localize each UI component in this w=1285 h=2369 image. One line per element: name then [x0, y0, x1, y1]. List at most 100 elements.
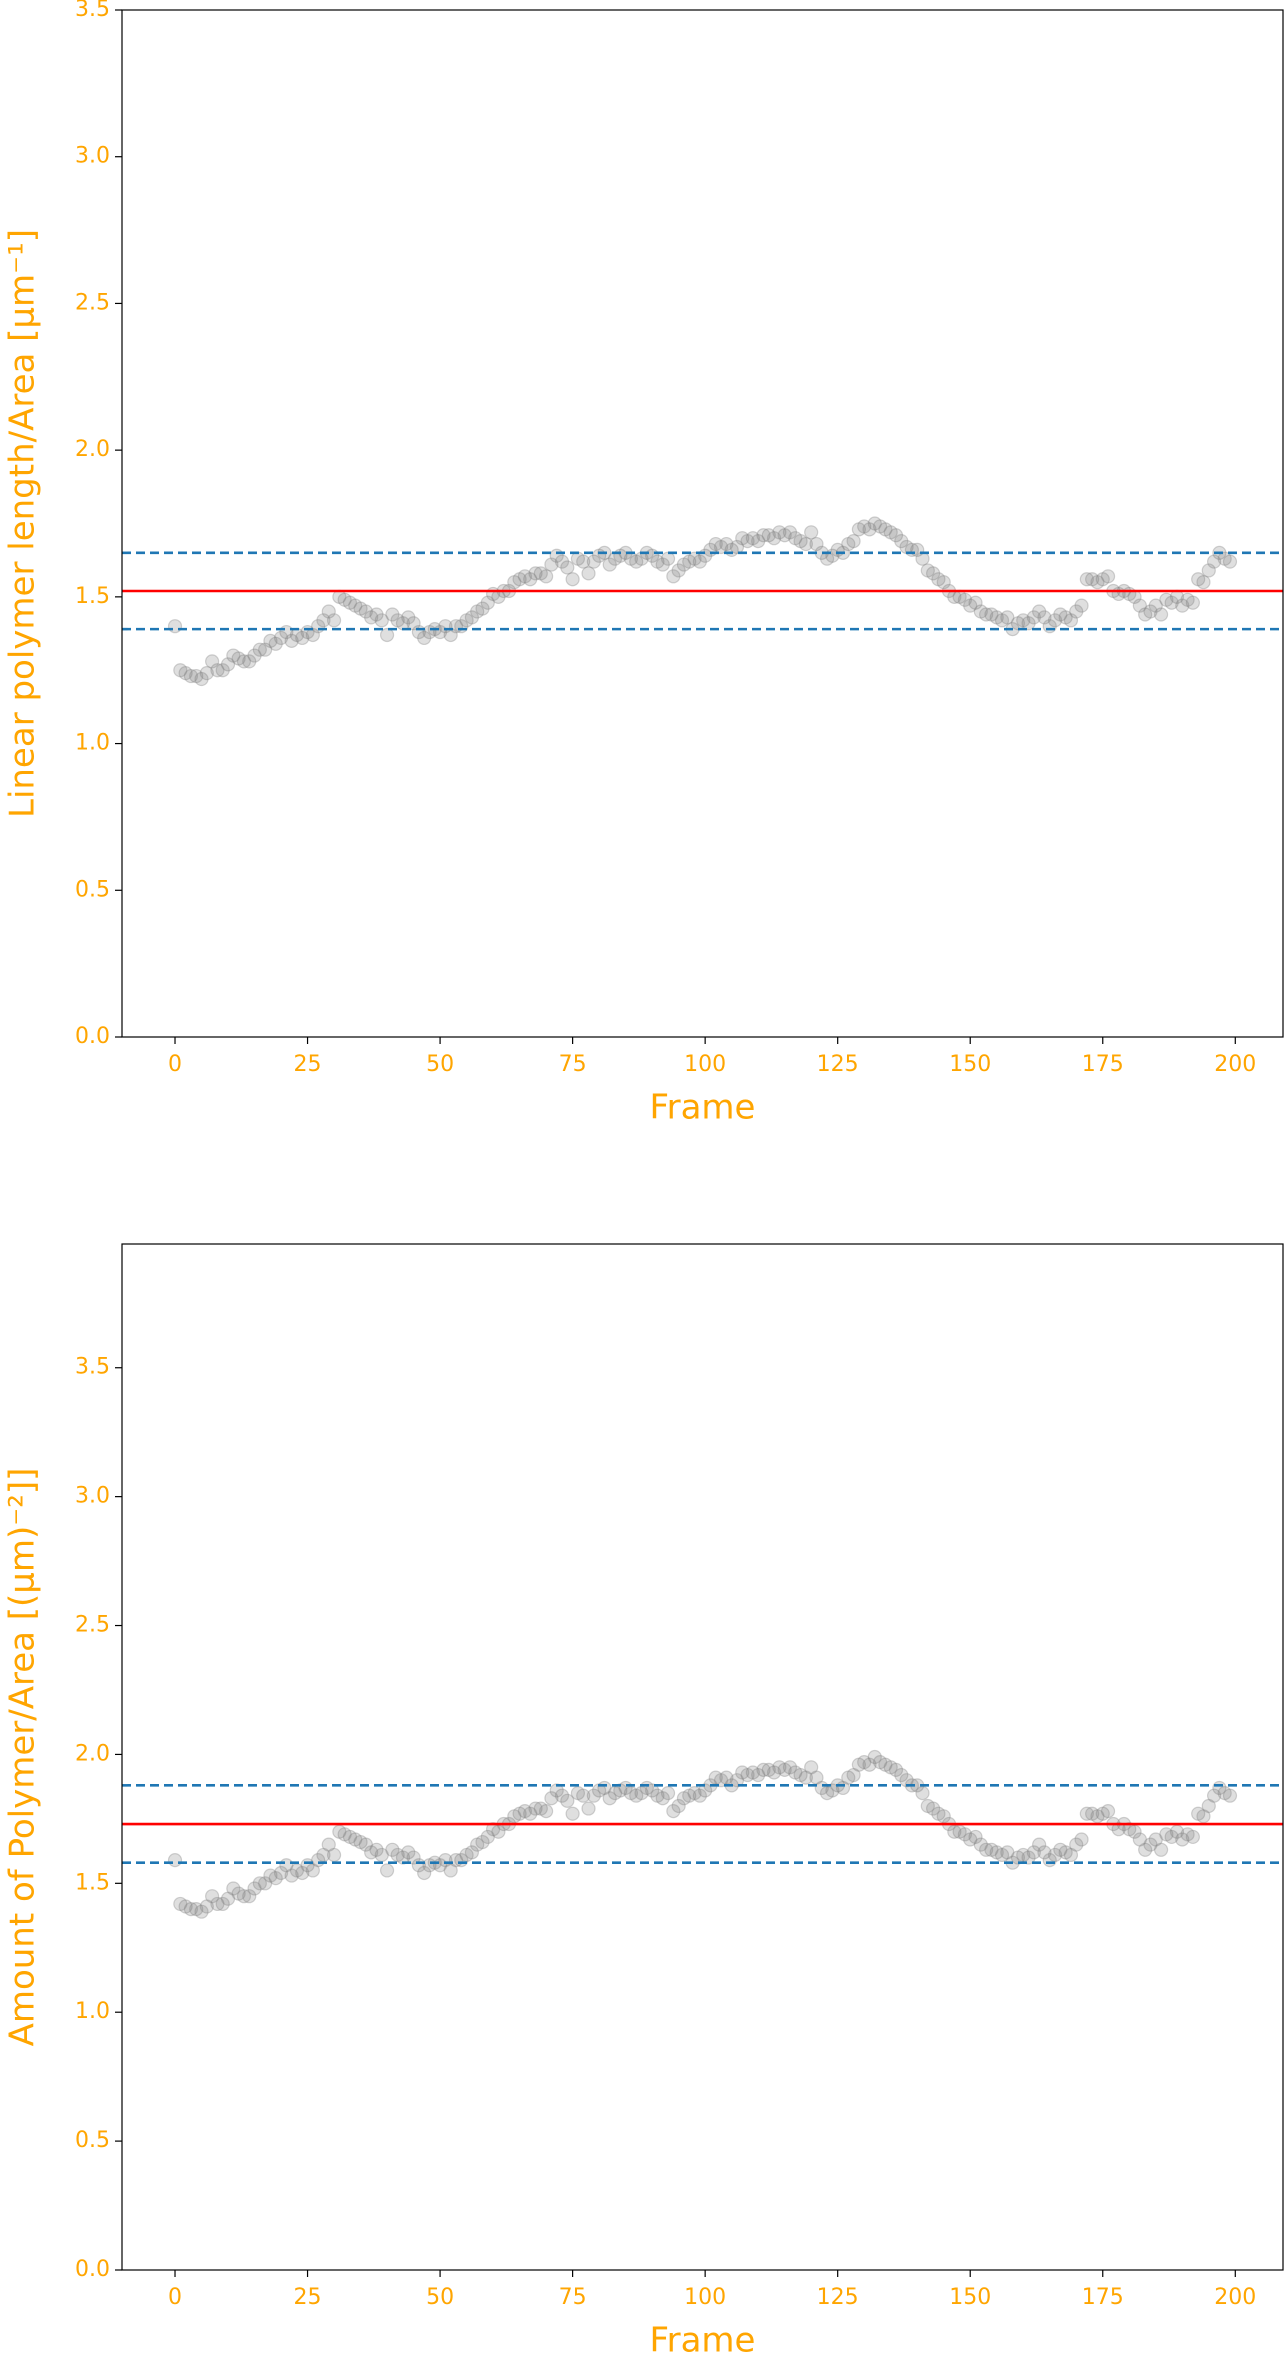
point — [406, 616, 421, 631]
point — [533, 1801, 548, 1816]
point — [581, 1801, 596, 1816]
point — [676, 1791, 692, 1806]
point — [247, 1881, 262, 1896]
point — [745, 531, 760, 546]
point — [539, 569, 554, 584]
point — [528, 566, 543, 581]
point — [353, 1834, 368, 1850]
point — [194, 671, 209, 687]
point — [544, 1791, 559, 1806]
point — [719, 536, 734, 552]
point — [1037, 610, 1052, 625]
point — [883, 525, 898, 540]
point — [926, 566, 941, 581]
point — [167, 1853, 183, 1868]
x-tick-label: 125 — [817, 2285, 859, 2310]
point — [183, 1901, 199, 1917]
point — [1191, 1806, 1206, 1821]
point — [263, 1868, 278, 1883]
x-tick-label: 175 — [1082, 1052, 1124, 1077]
point — [963, 598, 978, 613]
point — [682, 554, 697, 569]
point — [517, 1804, 533, 1819]
point — [194, 1904, 209, 1919]
point — [1069, 604, 1084, 619]
point — [878, 1757, 893, 1772]
point — [1175, 1832, 1190, 1847]
point — [385, 607, 400, 622]
point — [554, 554, 570, 569]
point — [199, 1899, 214, 1914]
point — [326, 613, 342, 628]
point — [385, 1842, 400, 1857]
point — [687, 1785, 702, 1801]
point — [692, 554, 707, 569]
point — [793, 534, 808, 549]
plot-frame — [121, 9, 1284, 1038]
point — [1047, 613, 1063, 628]
plot-frame — [121, 1243, 1284, 2271]
point — [1206, 554, 1222, 569]
point — [258, 642, 273, 657]
point — [989, 610, 1004, 625]
point — [629, 1788, 644, 1803]
point — [1100, 569, 1116, 584]
point — [979, 1842, 994, 1857]
point — [1201, 1798, 1216, 1814]
point — [846, 534, 861, 549]
x-tick-label: 200 — [1214, 1052, 1256, 1077]
point — [342, 1829, 358, 1845]
point — [353, 601, 368, 616]
point — [862, 1757, 877, 1772]
x-tick-label: 0 — [168, 2285, 182, 2310]
point — [1159, 592, 1174, 607]
y-tick-label: 1.5 — [75, 1870, 110, 1895]
point — [1185, 595, 1200, 610]
point — [867, 516, 882, 531]
point — [735, 531, 750, 546]
y-tick-label: 0.0 — [75, 2257, 110, 2282]
point — [1217, 1785, 1232, 1801]
y-tick-label: 3.0 — [75, 144, 110, 169]
point — [772, 525, 787, 540]
point — [220, 657, 236, 672]
point — [268, 636, 283, 651]
point — [655, 557, 670, 572]
x-tick-label: 50 — [426, 2285, 454, 2310]
x-axis-label: Frame — [650, 2321, 756, 2361]
y-tick-label: 0.5 — [75, 877, 110, 902]
point — [390, 1847, 405, 1863]
point — [671, 1798, 686, 1814]
point — [888, 528, 904, 543]
point — [1010, 616, 1026, 631]
point — [915, 551, 930, 566]
x-tick-label: 150 — [949, 2285, 991, 2310]
point — [968, 1829, 983, 1845]
point — [761, 1762, 776, 1777]
point — [740, 1767, 755, 1783]
point — [183, 668, 199, 684]
point — [189, 668, 204, 684]
point — [258, 1876, 273, 1891]
point — [777, 528, 792, 543]
point — [178, 666, 193, 681]
point — [894, 1767, 909, 1783]
point — [1175, 598, 1190, 613]
point — [979, 607, 994, 622]
point — [936, 575, 951, 590]
x-tick-label: 150 — [949, 1052, 991, 1077]
y-tick-label: 3.0 — [75, 1484, 110, 1509]
point — [1069, 1837, 1084, 1852]
point — [602, 557, 617, 572]
x-tick-label: 125 — [817, 1052, 859, 1077]
point — [766, 531, 782, 546]
point — [247, 648, 262, 663]
point — [1159, 1827, 1174, 1842]
x-tick-label: 25 — [294, 1052, 322, 1077]
point — [342, 595, 358, 610]
point — [565, 1806, 580, 1821]
point — [1122, 1822, 1137, 1837]
point — [1021, 616, 1036, 631]
point — [337, 592, 352, 607]
point — [321, 604, 336, 619]
